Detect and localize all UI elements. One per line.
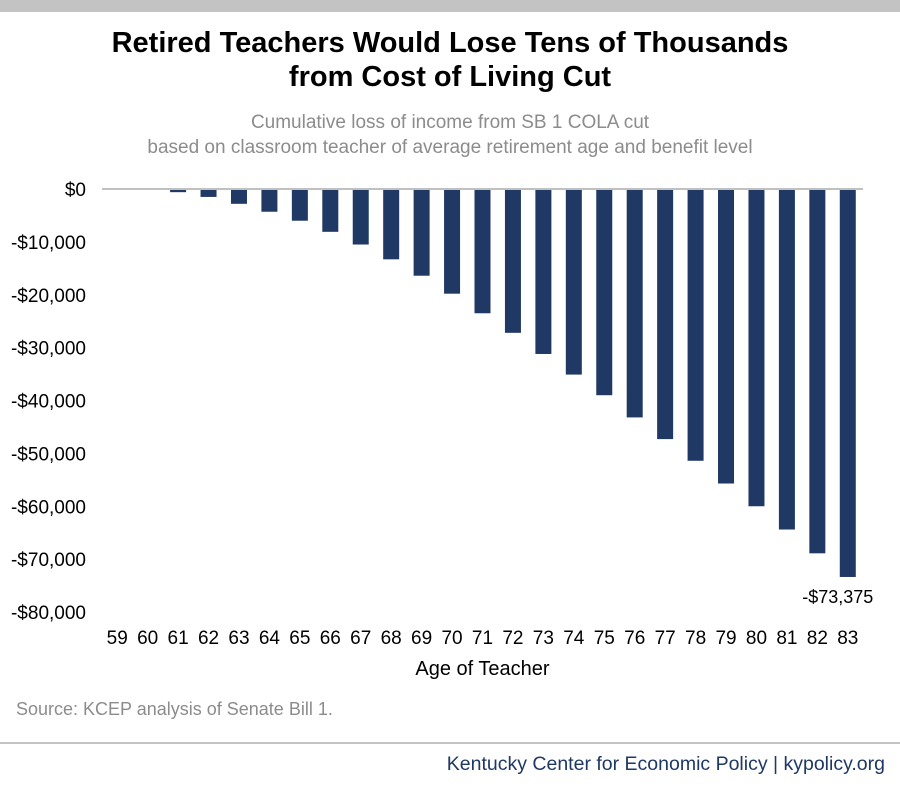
y-tick-label: -$40,000 [11,392,86,413]
bars-group [170,189,856,577]
bar-age-72 [504,189,521,333]
bar-age-74 [565,189,582,375]
bar-age-71 [474,189,491,314]
bar-age-67 [352,189,369,245]
chart-subtitle: Cumulative loss of income from SB 1 COLA… [0,110,900,160]
source-note: Source: KCEP analysis of Senate Bill 1. [16,699,333,719]
bar-age-62 [200,189,217,197]
x-tick-label: 74 [563,628,585,649]
x-tick-label: 61 [168,628,189,649]
chart-title-line-1: Retired Teachers Would Lose Tens of Thou… [111,27,789,59]
y-tick-label: $0 [65,180,86,201]
y-tick-label: -$10,000 [11,233,86,254]
chart-title: Retired Teachers Would Lose Tens of Thou… [0,26,900,94]
y-tick-label: -$80,000 [11,603,86,624]
bar-age-79 [718,189,735,484]
footer-credit: Kentucky Center for Economic Policy | ky… [446,753,885,775]
x-tick-label: 79 [715,628,736,649]
x-tick-label: 70 [441,628,462,649]
chart-subtitle-line-1: Cumulative loss of income from SB 1 COLA… [250,112,650,133]
bar-age-61 [170,189,187,193]
x-tick-label: 69 [411,628,432,649]
chart-title-line-2: from Cost of Living Cut [288,61,612,93]
bar-age-73 [535,189,552,354]
bar-age-80 [748,189,765,507]
bar-age-65 [291,189,308,221]
bar-age-83 [839,189,856,577]
x-tick-label: 71 [472,628,493,649]
y-tick-label: -$20,000 [11,286,86,307]
y-tick-label: -$50,000 [11,444,86,465]
x-tick-label: 75 [594,628,615,649]
x-tick-label: 66 [320,628,341,649]
x-tick-label: 72 [502,628,523,649]
value-annotation: -$73,375 [802,587,873,607]
x-tick-label: 59 [107,628,128,649]
x-tick-label: 63 [228,628,249,649]
bar-chart: $0 -$10,000 -$20,000 -$30,000 -$40,000 -$50,0… [11,180,873,680]
bar-age-81 [778,189,795,530]
bar-age-64 [261,189,278,212]
x-tick-label: 78 [685,628,706,649]
x-tick-label: 62 [198,628,219,649]
x-tick-label: 68 [381,628,402,649]
x-tick-label: 65 [289,628,310,649]
x-tick-label: 76 [624,628,645,649]
bar-age-70 [444,189,461,294]
y-tick-labels: $0 -$10,000 -$20,000 -$30,000 -$40,000 -$50,0… [11,180,86,624]
x-tick-label: 64 [259,628,281,649]
x-tick-label: 82 [807,628,828,649]
x-tick-label: 73 [533,628,554,649]
bar-age-75 [596,189,613,396]
bar-age-68 [383,189,400,260]
bar-age-77 [657,189,674,440]
x-axis-label: Age of Teacher [415,658,550,680]
x-tick-label: 60 [137,628,158,649]
x-tick-label: 77 [655,628,676,649]
bar-age-66 [322,189,339,232]
bar-age-76 [626,189,643,418]
x-tick-labels: 59 60 61 62 63 64 65 66 67 68 69 70 71 72 73 74 75 76 77 78… [107,628,859,649]
footer-divider [0,742,900,744]
bar-age-63 [230,189,247,204]
y-tick-label: -$70,000 [11,550,86,571]
chart-subtitle-line-2: based on classroom teacher of average re… [147,137,753,158]
bar-age-69 [413,189,430,276]
x-tick-label: 83 [837,628,858,649]
top-border-bar [0,0,900,12]
y-tick-label: -$60,000 [11,497,86,518]
y-tick-label: -$30,000 [11,339,86,360]
bar-age-78 [687,189,704,461]
x-tick-label: 80 [746,628,767,649]
x-tick-label: 81 [776,628,797,649]
bar-age-82 [809,189,826,554]
x-tick-label: 67 [350,628,371,649]
